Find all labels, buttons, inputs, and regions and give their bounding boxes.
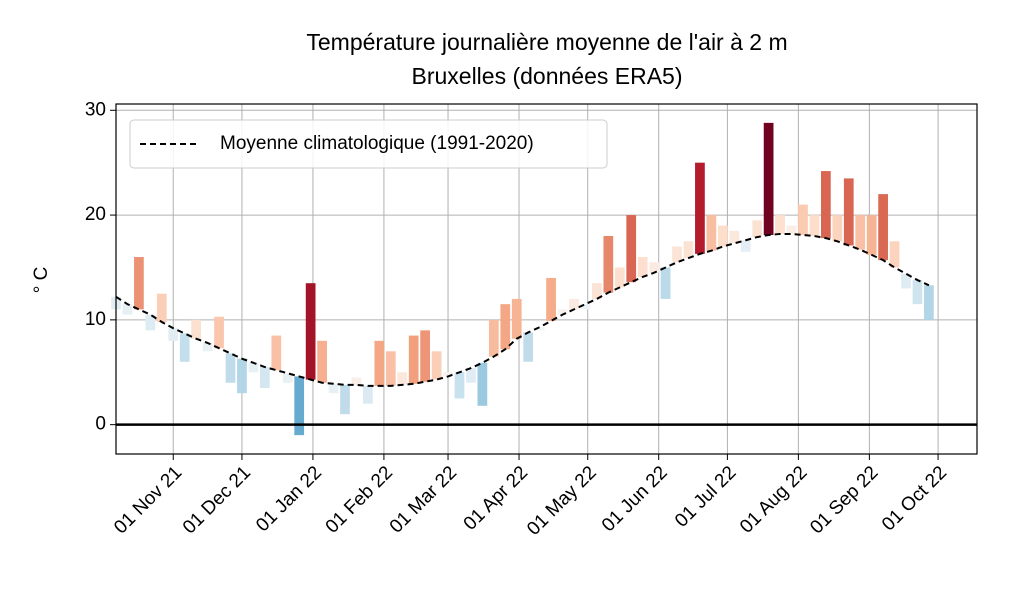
bar [259,367,270,388]
bar [798,204,808,235]
bar [660,267,671,299]
bar [580,304,591,310]
bar [683,241,694,259]
bar [786,225,797,234]
x-tick-label: 01 Dec 21 [179,462,255,538]
bar [271,335,282,371]
bar [649,262,659,273]
bar [134,256,144,310]
y-tick-label: 0 [95,414,106,435]
bar [340,384,350,415]
bar [706,215,717,251]
bar [397,372,408,385]
bar [305,283,316,380]
bar [408,335,419,384]
bar [122,304,133,315]
bar [832,215,843,242]
bar [374,340,385,386]
bar [546,277,556,321]
bar [477,362,488,406]
bar [912,280,923,305]
bar [237,358,247,394]
bar [534,327,545,331]
x-tick-label: 01 Aug 22 [736,462,811,537]
bar [637,256,648,277]
bar [717,225,728,247]
bar [614,267,625,288]
bar [878,194,888,261]
bar [740,240,751,252]
bar [420,330,431,382]
bar [488,319,499,357]
bar [569,298,579,310]
y-axis-label: ° C [31,267,52,294]
x-tick-label: 01 Oct 22 [878,462,951,535]
bar [454,372,465,399]
bar [775,215,785,234]
bar [351,377,362,385]
bar [924,285,934,320]
y-tick-label: 30 [85,99,106,120]
climatology-line [115,232,930,387]
x-tick-label: 01 Sep 22 [806,462,882,538]
y-tick-label: 20 [85,204,106,225]
bar [466,368,476,383]
bar [855,215,866,250]
bar [511,298,522,339]
bar [763,122,774,235]
chart-title: Température journalière moyenne de l'air… [306,29,787,55]
x-tick-label: 01 Jul 22 [671,462,740,531]
bar [363,385,373,404]
bar [695,162,705,254]
bar [191,319,202,339]
bar [889,241,900,268]
x-tick-label: 01 May 22 [523,462,601,540]
bar [294,376,305,436]
bar [248,362,259,373]
bar [592,283,602,299]
bar [202,342,213,352]
bar [385,351,396,386]
bar [156,293,167,322]
chart-subtitle: Bruxelles (données ERA5) [411,63,682,89]
bar [500,304,511,350]
bar [866,215,877,255]
bar [168,328,179,341]
legend-box [129,119,608,169]
bar [317,340,327,383]
x-tick-label: 01 Jun 22 [598,462,672,536]
bar [443,372,453,377]
plot-frame [115,103,978,455]
bar [214,316,224,349]
bar [809,215,820,237]
legend-label: Moyenne climatologique (1991-2020) [220,133,534,154]
x-tick-label: 01 Jan 22 [252,462,326,536]
x-tick-label: 01 Feb 22 [322,462,397,537]
bar [603,236,614,293]
bar [145,314,156,331]
bar [557,309,568,315]
bar [431,351,442,380]
bar [821,171,831,239]
bar [752,220,763,238]
bar [843,178,854,246]
x-tick-label: 01 Nov 21 [110,462,186,538]
x-tick-label: 01 Apr 22 [460,462,532,534]
bar [626,215,637,283]
y-tick-label: 10 [85,309,106,330]
bar [179,333,190,362]
bar [328,383,339,394]
bar [729,230,740,244]
bar [901,273,911,289]
bar [225,353,236,383]
bar [672,246,682,263]
x-tick-label: 01 Mar 22 [386,462,461,537]
bar [523,332,534,362]
bar [282,373,293,383]
